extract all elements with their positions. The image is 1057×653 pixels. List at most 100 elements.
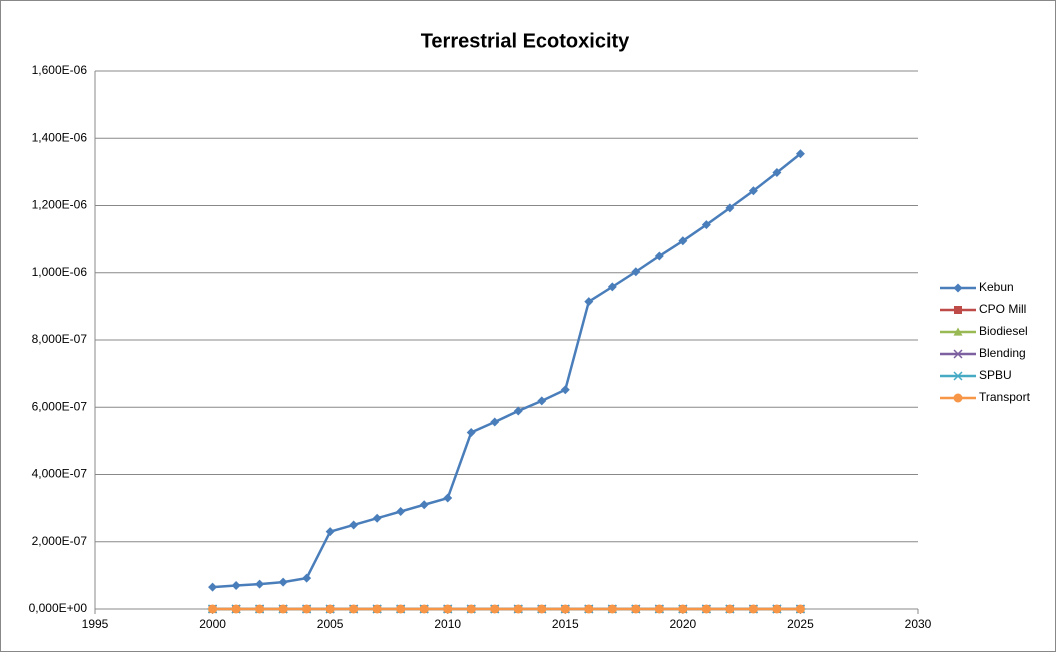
marker-part	[372, 513, 382, 523]
marker	[953, 327, 963, 336]
marker	[396, 506, 406, 516]
marker-part	[631, 604, 641, 614]
marker-part	[231, 604, 241, 614]
marker-part	[208, 604, 218, 614]
marker	[537, 396, 547, 406]
marker-part	[372, 604, 382, 614]
marker-part	[231, 580, 241, 590]
marker-part	[349, 520, 359, 530]
marker	[231, 580, 241, 590]
marker-part	[513, 604, 523, 614]
marker-part	[560, 385, 570, 395]
marker	[302, 604, 312, 614]
marker-part	[278, 577, 288, 587]
marker	[372, 513, 382, 523]
marker	[953, 393, 963, 403]
marker-part	[701, 604, 711, 614]
x-tick-label: 1995	[82, 617, 109, 631]
marker	[678, 236, 688, 246]
marker	[466, 427, 476, 437]
marker	[725, 604, 735, 614]
x-tick-label: 2010	[434, 617, 461, 631]
y-tick-label: 4,000E-07	[32, 467, 88, 481]
marker-part	[725, 604, 735, 614]
marker-part	[419, 500, 429, 510]
marker	[631, 604, 641, 614]
marker	[490, 417, 500, 427]
marker	[208, 582, 218, 592]
marker-part	[654, 251, 664, 261]
marker-part	[654, 604, 664, 614]
marker	[584, 297, 594, 307]
marker-part	[953, 283, 963, 293]
marker-part	[701, 220, 711, 230]
legend-item: Kebun	[940, 280, 1014, 294]
marker-part	[302, 604, 312, 614]
marker-part	[325, 604, 335, 614]
marker-part	[466, 427, 476, 437]
y-tick-label: 1,600E-06	[32, 63, 88, 77]
marker-part	[349, 604, 359, 614]
marker-part	[748, 186, 758, 196]
marker	[748, 186, 758, 196]
marker	[954, 306, 962, 314]
marker	[953, 371, 963, 381]
marker-part	[419, 604, 429, 614]
marker-part	[678, 236, 688, 246]
marker	[701, 604, 711, 614]
marker	[953, 283, 963, 293]
marker	[584, 604, 594, 614]
marker-part	[772, 604, 782, 614]
marker-part	[255, 579, 265, 589]
y-tick-label: 1,200E-06	[32, 198, 88, 212]
marker	[208, 604, 218, 614]
marker-part	[325, 527, 335, 537]
marker	[795, 149, 805, 159]
marker	[255, 579, 265, 589]
marker-part	[396, 506, 406, 516]
marker	[419, 500, 429, 510]
marker	[701, 220, 711, 230]
legend-label: Transport	[979, 390, 1031, 404]
marker	[631, 267, 641, 277]
marker-part	[795, 149, 805, 159]
marker-part	[490, 417, 500, 427]
y-tick-label: 6,000E-07	[32, 399, 88, 413]
marker	[772, 604, 782, 614]
x-tick-label: 2020	[670, 617, 697, 631]
marker-part	[584, 604, 594, 614]
marker	[654, 251, 664, 261]
y-tick-label: 0,000E+00	[29, 601, 88, 615]
marker-part	[490, 604, 500, 614]
marker	[795, 604, 805, 614]
marker	[325, 527, 335, 537]
legend-item: Transport	[940, 390, 1031, 404]
marker	[419, 604, 429, 614]
marker	[278, 577, 288, 587]
marker	[607, 282, 617, 292]
marker-part	[725, 203, 735, 213]
marker	[302, 573, 312, 583]
marker	[725, 203, 735, 213]
marker-part	[954, 306, 962, 314]
marker	[953, 349, 963, 359]
marker-part	[953, 327, 963, 336]
marker-part	[772, 168, 782, 178]
marker-part	[631, 267, 641, 277]
y-tick-label: 8,000E-07	[32, 332, 88, 346]
y-tick-label: 2,000E-07	[32, 534, 88, 548]
marker	[466, 604, 476, 614]
marker-part	[953, 393, 963, 403]
marker-part	[537, 396, 547, 406]
marker-part	[953, 349, 963, 359]
marker	[443, 604, 453, 614]
marker-part	[584, 297, 594, 307]
marker-part	[302, 573, 312, 583]
marker-part	[748, 604, 758, 614]
marker-part	[607, 282, 617, 292]
marker	[490, 604, 500, 614]
marker	[560, 604, 570, 614]
legend-item: CPO Mill	[940, 302, 1026, 316]
